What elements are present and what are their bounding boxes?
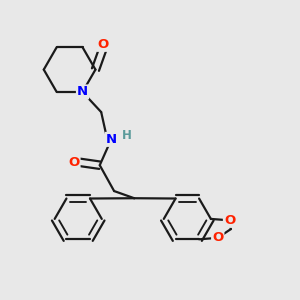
Text: N: N [106, 133, 117, 146]
Text: O: O [212, 231, 224, 244]
Text: O: O [97, 38, 108, 51]
Text: O: O [224, 214, 235, 227]
Text: N: N [77, 85, 88, 98]
Text: H: H [122, 129, 132, 142]
Text: O: O [68, 156, 80, 169]
